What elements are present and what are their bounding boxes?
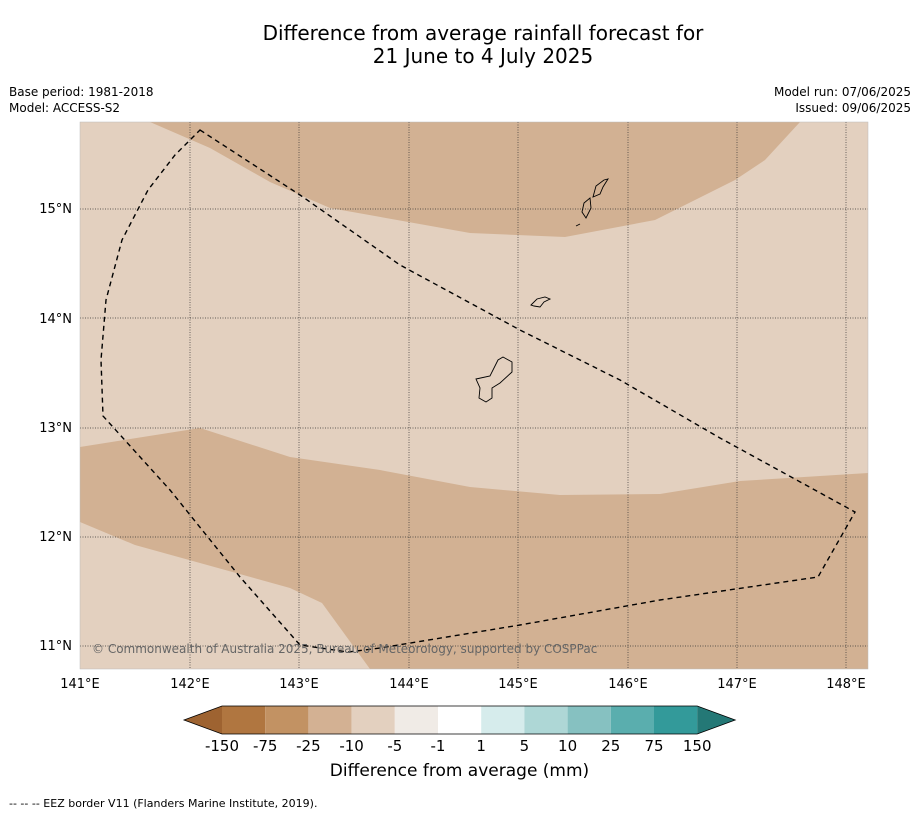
lon-tick: 147°E bbox=[717, 677, 757, 692]
colorbar-segment bbox=[438, 706, 482, 734]
map-area bbox=[80, 122, 868, 669]
latitude-ticks: 15°N 14°N 13°N 12°N 11°N bbox=[39, 202, 72, 654]
colorbar-label: 5 bbox=[520, 737, 530, 755]
colorbar-label: -75 bbox=[253, 737, 278, 755]
lat-tick: 14°N bbox=[39, 312, 72, 327]
colorbar bbox=[182, 705, 737, 735]
saipan-island bbox=[592, 178, 609, 198]
chart-title: Difference from average rainfall forecas… bbox=[0, 22, 919, 68]
title-line-2: 21 June to 4 July 2025 bbox=[372, 44, 594, 68]
colorbar-label: -1 bbox=[431, 737, 446, 755]
colorbar-segment bbox=[351, 706, 395, 734]
rota-island bbox=[530, 296, 552, 308]
colorbar-segment bbox=[567, 706, 611, 734]
model-name: Model: ACCESS-S2 bbox=[9, 101, 121, 115]
issued-date: Issued: 09/06/2025 bbox=[795, 101, 911, 115]
colorbar-segment bbox=[394, 706, 438, 734]
lat-tick: 13°N bbox=[39, 421, 72, 436]
colorbar-segment bbox=[481, 706, 525, 734]
colorbar-label: 75 bbox=[644, 737, 663, 755]
south-drier-region bbox=[80, 428, 868, 669]
lon-tick: 142°E bbox=[170, 677, 210, 692]
colorbar-label: -5 bbox=[387, 737, 402, 755]
colorbar-extend-low bbox=[184, 706, 222, 734]
colorbar-label: -10 bbox=[339, 737, 364, 755]
colorbar-labels: -150 -75 -25 -10 -5 -1 1 5 10 25 75 150 bbox=[205, 737, 712, 755]
colorbar-segment bbox=[222, 706, 266, 734]
colorbar-segment bbox=[610, 706, 654, 734]
north-drier-region bbox=[150, 122, 800, 237]
eez-border bbox=[100, 129, 856, 653]
colorbar-extend-high bbox=[697, 706, 736, 734]
meta-left: Base period: 1981-2018 Model: ACCESS-S2 bbox=[9, 84, 154, 116]
colorbar-label: -150 bbox=[205, 737, 239, 755]
lon-tick: 146°E bbox=[608, 677, 648, 692]
lon-tick: 145°E bbox=[498, 677, 538, 692]
map-frame bbox=[79, 121, 869, 670]
colorbar-segment bbox=[654, 706, 698, 734]
base-period: Base period: 1981-2018 bbox=[9, 85, 154, 99]
lat-tick: 11°N bbox=[39, 639, 72, 654]
lat-tick: 12°N bbox=[39, 530, 72, 545]
title-line-1: Difference from average rainfall forecas… bbox=[262, 21, 704, 45]
lon-tick: 141°E bbox=[60, 677, 100, 692]
colorbar-label: 150 bbox=[683, 737, 712, 755]
colorbar-label: 10 bbox=[558, 737, 577, 755]
copyright-text: © Commonwealth of Australia 2025, Bureau… bbox=[92, 642, 597, 656]
lat-tick: 15°N bbox=[39, 202, 72, 217]
colorbar-label: 25 bbox=[601, 737, 620, 755]
model-run: Model run: 07/06/2025 bbox=[773, 85, 911, 99]
eez-footnote: -- -- -- EEZ border V11 (Flanders Marine… bbox=[9, 797, 318, 810]
islands bbox=[475, 178, 609, 403]
aguijan-island bbox=[575, 223, 581, 227]
lon-tick: 148°E bbox=[826, 677, 866, 692]
guam-island bbox=[475, 356, 513, 403]
colorbar-label: -25 bbox=[296, 737, 321, 755]
lon-tick: 144°E bbox=[389, 677, 429, 692]
meta-right: Model run: 07/06/2025 Issued: 09/06/2025 bbox=[774, 84, 911, 116]
colorbar-segment bbox=[308, 706, 352, 734]
colorbar-label: 1 bbox=[476, 737, 486, 755]
lon-tick: 143°E bbox=[279, 677, 319, 692]
colorbar-title: Difference from average (mm) bbox=[329, 761, 590, 781]
colorbar-outline bbox=[182, 705, 737, 735]
colorbar-segment bbox=[265, 706, 309, 734]
longitude-ticks: 141°E 142°E 143°E 144°E 145°E 146°E 147°… bbox=[60, 677, 866, 692]
colorbar-segment bbox=[524, 706, 568, 734]
tinian-island bbox=[581, 197, 592, 219]
graticule bbox=[80, 122, 868, 669]
